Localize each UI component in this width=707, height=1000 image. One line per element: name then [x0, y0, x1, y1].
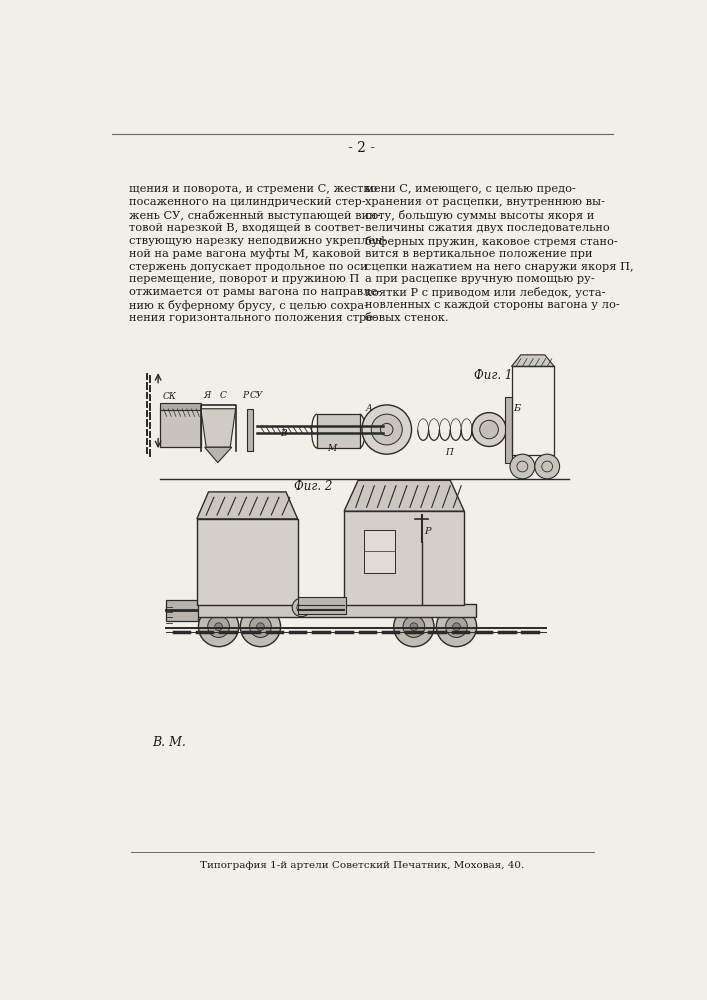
Text: Фиг. 1: Фиг. 1 [474, 369, 512, 382]
Circle shape [199, 607, 239, 647]
Circle shape [436, 607, 477, 647]
Circle shape [362, 405, 411, 454]
Text: Р: Р [242, 391, 248, 400]
Circle shape [208, 616, 230, 637]
Text: Я: Я [203, 391, 210, 400]
Polygon shape [512, 355, 554, 366]
Text: Фиг. 2: Фиг. 2 [294, 480, 332, 493]
Text: вится в вертикальное положение при: вится в вертикальное положение при [365, 249, 592, 259]
Circle shape [480, 420, 498, 439]
Bar [247, 409, 253, 451]
Bar [160, 409, 201, 447]
Text: сцепки нажатием на него снаружи якоря П,: сцепки нажатием на него снаружи якоря П, [365, 262, 633, 272]
Text: бовых стенок.: бовых стенок. [365, 313, 449, 323]
Text: перемещение, поворот и пружиною П: перемещение, поворот и пружиною П [129, 274, 359, 284]
Text: величины сжатия двух последовательно: величины сжатия двух последовательно [365, 223, 610, 233]
Text: нию к буферному брусу, с целью сохра-: нию к буферному брусу, с целью сохра- [129, 300, 368, 311]
Text: стержень допускает продольное по оси: стержень допускает продольное по оси [129, 262, 368, 272]
Text: В: В [280, 429, 286, 438]
Bar [344, 511, 464, 605]
Circle shape [257, 623, 264, 631]
Text: нения горизонтального положения стре-: нения горизонтального положения стре- [129, 313, 377, 323]
Circle shape [371, 414, 402, 445]
Circle shape [472, 413, 506, 446]
Bar [197, 604, 476, 617]
Text: хранения от расцепки, внутреннюю вы-: хранения от расцепки, внутреннюю вы- [365, 197, 605, 207]
Text: новленных с каждой стороны вагона у ло-: новленных с каждой стороны вагона у ло- [365, 300, 620, 310]
Circle shape [534, 454, 559, 479]
Text: В. М.: В. М. [152, 736, 186, 749]
Text: СУ: СУ [250, 391, 263, 400]
Bar [197, 519, 298, 605]
Circle shape [250, 616, 271, 637]
Circle shape [292, 598, 311, 617]
Text: товой нарезкой В, входящей в соответ-: товой нарезкой В, входящей в соответ- [129, 223, 364, 233]
Bar [512, 366, 554, 455]
Bar [506, 397, 512, 463]
Polygon shape [344, 480, 464, 511]
Circle shape [510, 454, 534, 479]
Text: мени С, имеющего, с целью предо-: мени С, имеющего, с целью предо- [365, 184, 576, 194]
Bar [166, 600, 199, 621]
Text: Б: Б [513, 404, 520, 413]
Text: отжимается от рамы вагона по направле-: отжимается от рамы вагона по направле- [129, 287, 381, 297]
Text: СК: СК [163, 392, 177, 401]
Text: Р: Р [424, 527, 431, 536]
Text: коятки Р с приводом или лебедок, уста-: коятки Р с приводом или лебедок, уста- [365, 287, 606, 298]
Circle shape [240, 607, 281, 647]
Text: П: П [445, 448, 452, 457]
Circle shape [403, 616, 425, 637]
Text: Типография 1-й артели Советский Печатник, Моховая, 40.: Типография 1-й артели Советский Печатник… [200, 861, 524, 870]
Text: жень СУ, снабженный выступающей вин-: жень СУ, снабженный выступающей вин- [129, 210, 380, 221]
Text: - 2 -: - 2 - [349, 141, 375, 155]
Circle shape [452, 623, 460, 631]
Circle shape [215, 623, 223, 631]
Bar [160, 403, 201, 410]
Text: посаженного на цилиндрический стер-: посаженного на цилиндрический стер- [129, 197, 366, 207]
Text: буферных пружин, каковое стремя стано-: буферных пружин, каковое стремя стано- [365, 236, 618, 247]
Text: ствующую нарезку неподвижно укреплен-: ствующую нарезку неподвижно укреплен- [129, 236, 386, 246]
Text: а при расцепке вручную помощью ру-: а при расцепке вручную помощью ру- [365, 274, 595, 284]
Text: А: А [366, 404, 373, 413]
Polygon shape [197, 492, 298, 519]
Polygon shape [201, 409, 235, 447]
Circle shape [445, 616, 467, 637]
Bar [363, 530, 395, 573]
Text: ной на раме вагона муфты М, каковой: ной на раме вагона муфты М, каковой [129, 249, 361, 259]
Circle shape [394, 607, 434, 647]
Text: щения и поворота, и стремени С, жестко: щения и поворота, и стремени С, жестко [129, 184, 377, 194]
Circle shape [410, 623, 418, 631]
Text: М: М [327, 444, 337, 453]
Bar [317, 414, 360, 448]
Text: С: С [220, 391, 227, 400]
Polygon shape [204, 447, 232, 463]
Text: соту, большую суммы высоты якоря и: соту, большую суммы высоты якоря и [365, 210, 595, 221]
Bar [298, 597, 346, 614]
